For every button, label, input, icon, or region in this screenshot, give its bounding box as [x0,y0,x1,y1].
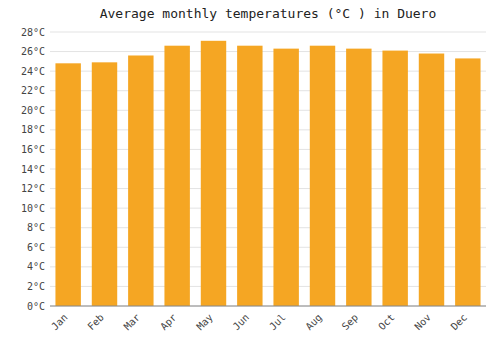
bar [382,51,407,306]
x-tick-label: Nov [412,312,433,333]
bar [201,41,226,306]
y-tick-label: 22°C [21,85,45,96]
title: Average monthly temperatures (°C ) in Du… [100,6,437,21]
bar [455,58,480,306]
x-tick-label: Oct [376,312,397,333]
bar [164,46,189,306]
y-tick-label: 0°C [27,301,45,312]
y-tick-label: 10°C [21,203,45,214]
bar [55,63,80,306]
y-tick-label: 14°C [21,164,45,175]
grid-line [50,51,486,52]
bar [92,62,117,306]
grid [50,32,486,306]
x-tick-label: Jan [49,312,70,333]
x-tick-label: Mar [122,312,143,333]
bar [128,55,153,306]
x-tick-label: Apr [158,312,179,333]
y-tick-label: 18°C [21,124,45,135]
y-tick-label: 28°C [21,27,45,38]
y-tick-label: 6°C [27,242,45,253]
y-tick-label: 4°C [27,261,45,272]
bar [273,49,298,306]
chart: Average monthly temperatures (°C ) in Du… [0,0,500,350]
y-tick-label: 24°C [21,66,45,77]
y-tick-label: 20°C [21,105,45,116]
x-tick-label: Sep [340,312,361,333]
chart-root: Average monthly temperatures (°C ) in Du… [0,0,500,350]
bar [237,46,262,306]
y-tick-label: 8°C [27,222,45,233]
bars [55,41,480,306]
y-tick-label: 2°C [27,281,45,292]
x-axis-line [50,306,486,307]
y-tick-label: 16°C [21,144,45,155]
y-tick-label: 12°C [21,183,45,194]
x-tick-label: May [194,312,215,333]
grid-line [50,32,486,33]
bar [346,49,371,306]
bar [310,46,335,306]
x-tick-label: Dec [449,312,470,333]
x-tick-label: Feb [85,312,106,333]
x-tick-label: Jul [267,312,288,333]
y-tick-label: 26°C [21,46,45,57]
grid-line [50,306,486,307]
x-tick-label: Aug [303,312,324,333]
bar [419,54,444,306]
x-tick-label: Jun [231,312,252,333]
